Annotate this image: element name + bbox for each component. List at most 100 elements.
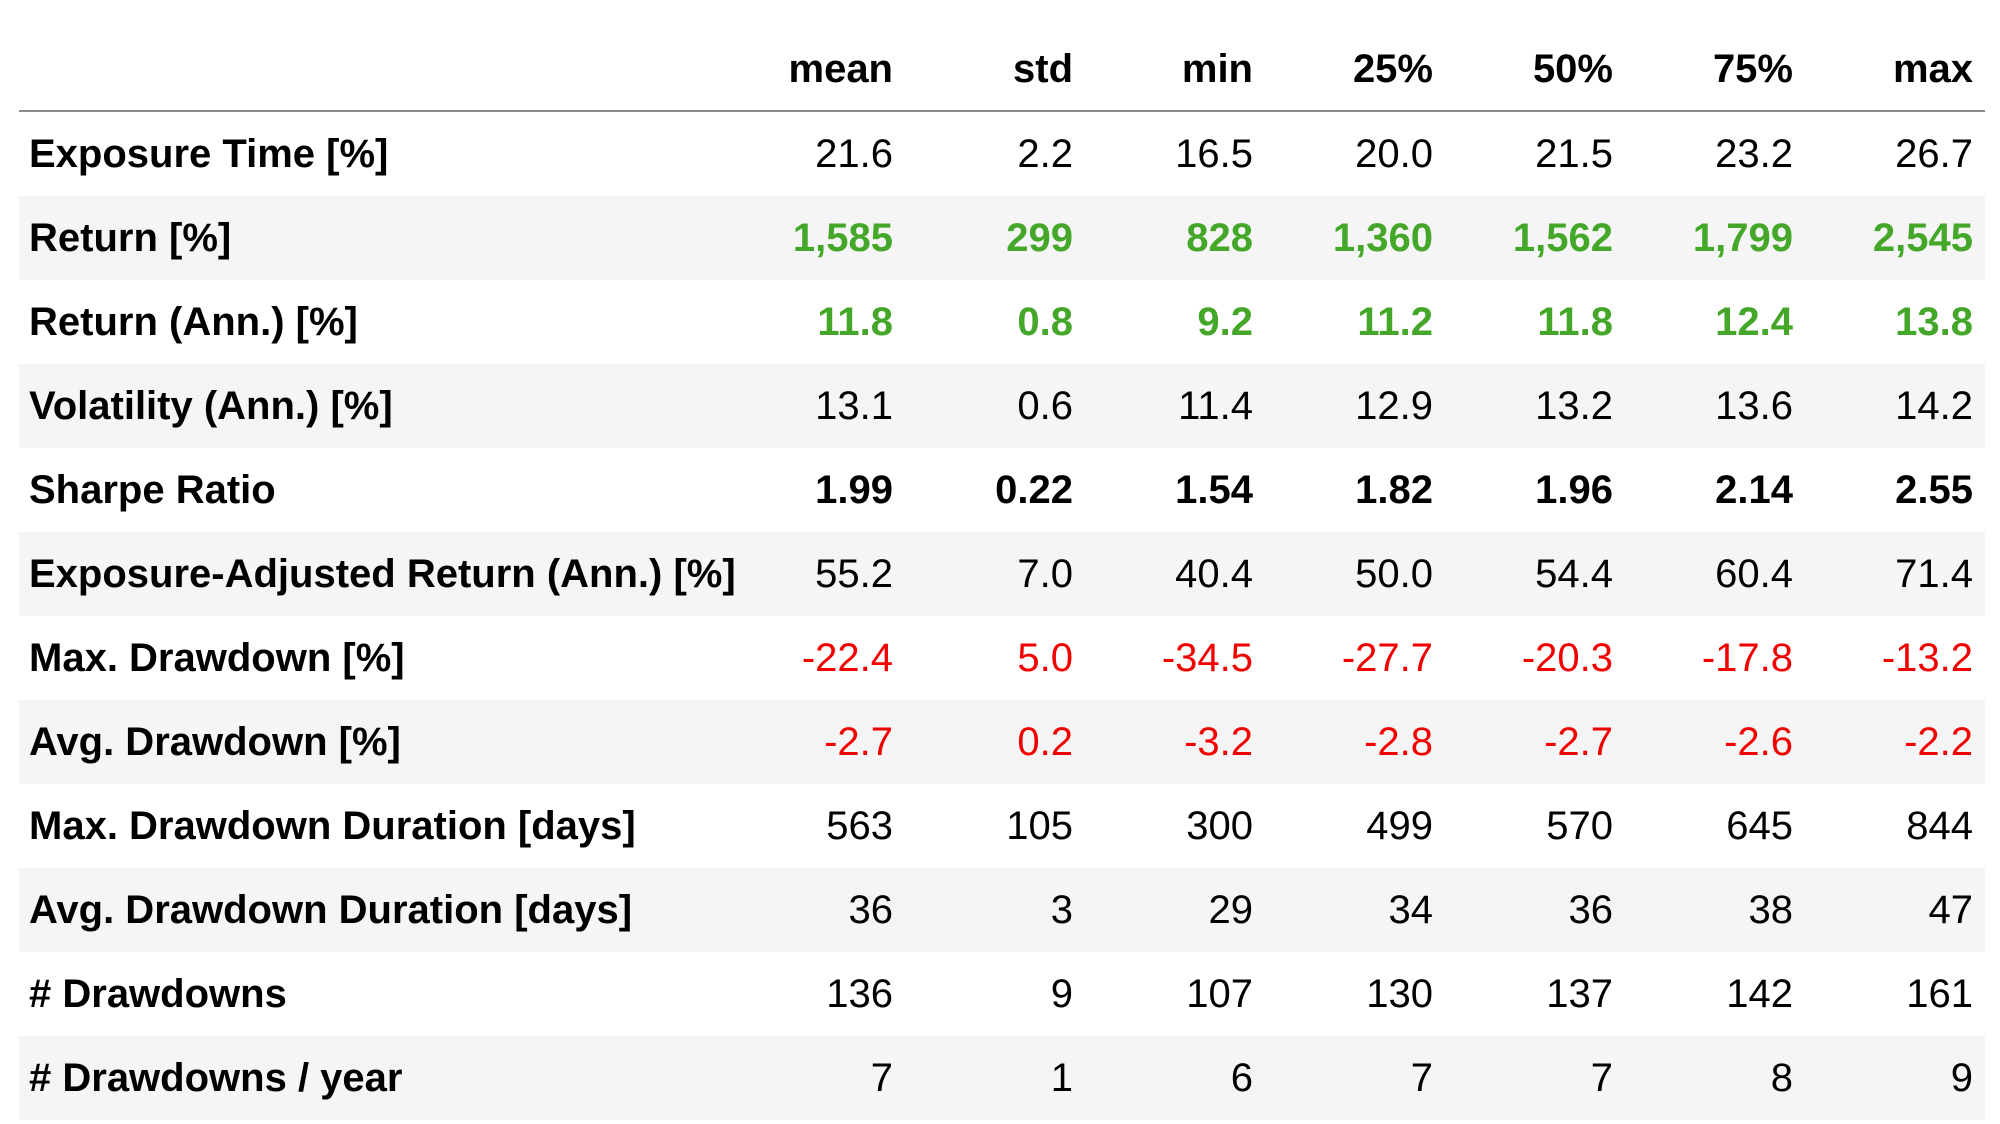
table-cell: 12.9	[1265, 364, 1445, 448]
table-cell: 6	[1085, 1036, 1265, 1120]
table-cell: 570	[1445, 784, 1625, 868]
table-header: mean std min 25% 50% 75% max	[19, 0, 1985, 112]
row-label: # Drawdowns	[19, 952, 725, 1036]
table-cell: 7	[1265, 1036, 1445, 1120]
table-cell: 107	[1085, 952, 1265, 1036]
table-cell: 563	[725, 784, 905, 868]
table-cell: 21.5	[1445, 111, 1625, 196]
table-cell: 7.0	[905, 532, 1085, 616]
table-cell: -2.7	[725, 700, 905, 784]
table-row: Exposure Time [%] 21.6 2.2 16.5 20.0 21.5 23.2…	[19, 111, 1985, 196]
row-label: # Drawdowns / year	[19, 1036, 725, 1120]
table-cell: 11.2	[1265, 280, 1445, 364]
table-cell: 54.4	[1445, 532, 1625, 616]
header-row: mean std min 25% 50% 75% max	[19, 0, 1985, 112]
table-row: Avg. Drawdown Duration [days] 36 3 29 34 36 38…	[19, 868, 1985, 952]
table-cell: 11.4	[1085, 364, 1265, 448]
table-cell: 1,799	[1625, 196, 1805, 280]
table-cell: 499	[1265, 784, 1445, 868]
table-cell: 2.2	[905, 111, 1085, 196]
table-cell: 3	[905, 868, 1085, 952]
column-header: 75%	[1625, 0, 1805, 112]
table-row: Return [%] 1,585 299 828 1,360 1,562 1,799 2,54…	[19, 196, 1985, 280]
row-label: Return [%]	[19, 196, 725, 280]
table-cell: 13.6	[1625, 364, 1805, 448]
table-row: Sharpe Ratio 1.99 0.22 1.54 1.82 1.96 2.14 2.55	[19, 448, 1985, 532]
table-cell: 1,360	[1265, 196, 1445, 280]
table-cell: 0.8	[905, 280, 1085, 364]
column-header: std	[905, 0, 1085, 112]
table-cell: 645	[1625, 784, 1805, 868]
table-cell: -2.6	[1625, 700, 1805, 784]
table-cell: 21.6	[725, 111, 905, 196]
table-cell: -20.3	[1445, 616, 1625, 700]
table-cell: 8	[1625, 1036, 1805, 1120]
table-cell: 40.4	[1085, 532, 1265, 616]
table-cell: 130	[1265, 952, 1445, 1036]
table-cell: 38	[1625, 868, 1805, 952]
table-cell: 12.4	[1625, 280, 1805, 364]
table-row: Avg. Drawdown [%] -2.7 0.2 -3.2 -2.8 -2.7 -2.6…	[19, 700, 1985, 784]
table-row: Max. Drawdown [%] -22.4 5.0 -34.5 -27.7 -20.3…	[19, 616, 1985, 700]
table-cell: 142	[1625, 952, 1805, 1036]
table-cell: -27.7	[1265, 616, 1445, 700]
table-cell: -2.2	[1805, 700, 1985, 784]
table-body: Exposure Time [%] 21.6 2.2 16.5 20.0 21.5 23.2…	[19, 111, 1985, 1120]
table-cell: 2.14	[1625, 448, 1805, 532]
table-row: Volatility (Ann.) [%] 13.1 0.6 11.4 12.9 13.2…	[19, 364, 1985, 448]
table-cell: -3.2	[1085, 700, 1265, 784]
table-cell: -22.4	[725, 616, 905, 700]
table-cell: 36	[725, 868, 905, 952]
table-cell: -13.2	[1805, 616, 1985, 700]
table-cell: 0.2	[905, 700, 1085, 784]
table-cell: 161	[1805, 952, 1985, 1036]
table-cell: 9.2	[1085, 280, 1265, 364]
table-cell: 9	[905, 952, 1085, 1036]
table-cell: 36	[1445, 868, 1625, 952]
statistics-table-container: mean std min 25% 50% 75% max Exposure Time [%]…	[19, 0, 1985, 1120]
table-cell: -2.7	[1445, 700, 1625, 784]
table-row: # Drawdowns / year 7 1 6 7 7 8 9	[19, 1036, 1985, 1120]
table-cell: 136	[725, 952, 905, 1036]
row-label: Exposure-Adjusted Return (Ann.) [%]	[19, 532, 736, 616]
table-cell: 2.55	[1805, 448, 1985, 532]
table-cell: 1.96	[1445, 448, 1625, 532]
table-row: Return (Ann.) [%] 11.8 0.8 9.2 11.2 11.8 12.4 1…	[19, 280, 1985, 364]
table-cell: 29	[1085, 868, 1265, 952]
table-cell: 55.2	[725, 532, 905, 616]
table-cell: 844	[1805, 784, 1985, 868]
column-header: 50%	[1445, 0, 1625, 112]
table-cell: 1.54	[1085, 448, 1265, 532]
column-header: min	[1085, 0, 1265, 112]
table-cell: 14.2	[1805, 364, 1985, 448]
table-cell: 0.6	[905, 364, 1085, 448]
table-cell: -17.8	[1625, 616, 1805, 700]
table-cell: 71.4	[1805, 532, 1985, 616]
table-cell: 2,545	[1805, 196, 1985, 280]
column-header: mean	[725, 0, 905, 112]
table-cell: 299	[905, 196, 1085, 280]
table-cell: -2.8	[1265, 700, 1445, 784]
table-cell: 1.82	[1265, 448, 1445, 532]
column-header: max	[1805, 0, 1985, 112]
table-cell: -34.5	[1085, 616, 1265, 700]
table-cell: 7	[1445, 1036, 1625, 1120]
table-cell: 7	[725, 1036, 905, 1120]
row-label: Exposure Time [%]	[19, 111, 725, 196]
table-cell: 1.99	[725, 448, 905, 532]
statistics-table: mean std min 25% 50% 75% max Exposure Time [%]…	[19, 0, 1985, 1120]
table-cell: 0.22	[905, 448, 1085, 532]
table-row: Max. Drawdown Duration [days] 563 105 300 49…	[19, 784, 1985, 868]
table-cell: 1,562	[1445, 196, 1625, 280]
table-cell: 1	[905, 1036, 1085, 1120]
table-cell: 828	[1085, 196, 1265, 280]
table-cell: 137	[1445, 952, 1625, 1036]
table-cell: 105	[905, 784, 1085, 868]
row-label: Avg. Drawdown Duration [days]	[19, 868, 725, 952]
row-label: Avg. Drawdown [%]	[19, 700, 725, 784]
table-cell: 9	[1805, 1036, 1985, 1120]
row-label: Sharpe Ratio	[19, 448, 725, 532]
row-label: Max. Drawdown Duration [days]	[19, 784, 725, 868]
table-cell: 16.5	[1085, 111, 1265, 196]
row-label: Return (Ann.) [%]	[19, 280, 725, 364]
